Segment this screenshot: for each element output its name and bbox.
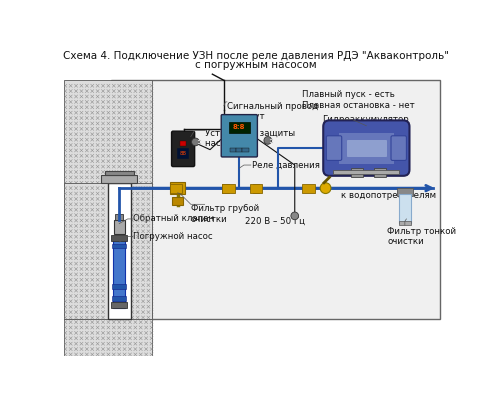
Text: Устройство защиты
насоса УЗН: Устройство защиты насоса УЗН [204, 129, 295, 148]
Text: Реле давления РДЭ: Реле давления РДЭ [252, 160, 341, 170]
FancyBboxPatch shape [221, 115, 258, 157]
Circle shape [264, 136, 272, 144]
FancyBboxPatch shape [326, 136, 342, 160]
Bar [347, 140, 386, 156]
Text: к водопотребителям: к водопотребителям [341, 191, 436, 200]
Text: Сигнальный провод
замкнут: Сигнальный провод замкнут [227, 102, 318, 121]
Bar [112, 235, 127, 241]
Bar [250, 184, 262, 193]
FancyBboxPatch shape [172, 131, 194, 166]
Bar [180, 141, 186, 146]
Circle shape [192, 138, 200, 146]
Bar [230, 148, 236, 152]
Bar [170, 184, 182, 193]
Bar [222, 184, 228, 193]
Bar [236, 148, 242, 152]
Bar [64, 319, 152, 356]
Bar [177, 148, 190, 159]
Bar [114, 220, 124, 234]
Bar [351, 168, 364, 177]
Text: Фильтр грубой
очистки: Фильтр грубой очистки [191, 204, 259, 224]
Bar [112, 244, 126, 248]
Bar [130, 183, 152, 319]
Circle shape [291, 212, 298, 220]
Bar [113, 237, 126, 308]
Text: 88: 88 [180, 151, 186, 156]
Bar [222, 184, 234, 193]
Bar [64, 80, 152, 319]
Text: Схема 4. Подключение УЗН после реле давления РДЭ "Акваконтроль": Схема 4. Подключение УЗН после реле давл… [63, 51, 449, 61]
Text: с погружным насосом: с погружным насосом [196, 60, 317, 70]
Bar [242, 148, 248, 152]
Bar [64, 183, 108, 319]
Bar [108, 183, 130, 319]
Circle shape [320, 183, 331, 194]
Bar [112, 302, 127, 308]
Text: Погружной насос: Погружной насос [133, 232, 212, 241]
Bar [228, 122, 250, 133]
Bar [116, 214, 123, 220]
Bar [112, 296, 126, 300]
Bar [333, 170, 400, 174]
Bar [172, 197, 183, 205]
Bar [374, 168, 386, 177]
FancyBboxPatch shape [323, 120, 410, 176]
Text: 220 В – 50 Гц: 220 В – 50 Гц [244, 217, 304, 226]
Bar [104, 171, 134, 175]
FancyBboxPatch shape [391, 136, 406, 160]
Bar [253, 184, 260, 193]
Text: Фильтр тонкой
очистки: Фильтр тонкой очистки [387, 227, 456, 246]
Text: Плавный пуск - есть
Плавная остановка - нет: Плавный пуск - есть Плавная остановка - … [302, 90, 415, 110]
Bar [112, 80, 440, 319]
Text: Гидроаккумулятор: Гидроаккумулятор [322, 115, 408, 124]
Bar [398, 221, 411, 225]
Bar [170, 182, 186, 194]
Text: Обратный клапан: Обратный клапан [133, 214, 214, 224]
Bar [102, 175, 137, 183]
Bar [397, 188, 412, 196]
Bar [398, 194, 411, 223]
Bar [302, 184, 315, 193]
Bar [338, 133, 394, 164]
Text: 8:8: 8:8 [233, 124, 245, 130]
Bar [112, 284, 126, 289]
